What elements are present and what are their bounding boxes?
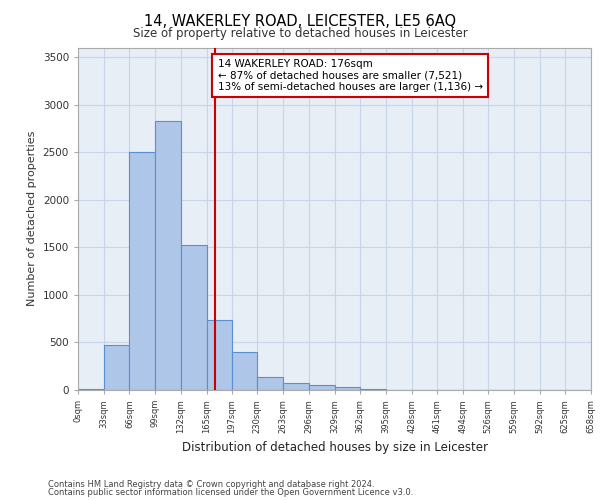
Text: Contains public sector information licensed under the Open Government Licence v3: Contains public sector information licen… — [48, 488, 413, 497]
Bar — [335, 387, 360, 390]
Bar — [155, 121, 181, 390]
Bar — [130, 152, 155, 390]
Text: Contains HM Land Registry data © Crown copyright and database right 2024.: Contains HM Land Registry data © Crown c… — [48, 480, 374, 489]
Bar — [104, 346, 130, 390]
Y-axis label: Number of detached properties: Number of detached properties — [27, 131, 37, 306]
Bar — [206, 320, 232, 390]
Bar — [360, 389, 386, 390]
Bar — [232, 352, 257, 390]
Text: 14, WAKERLEY ROAD, LEICESTER, LE5 6AQ: 14, WAKERLEY ROAD, LEICESTER, LE5 6AQ — [144, 14, 456, 29]
Text: Size of property relative to detached houses in Leicester: Size of property relative to detached ho… — [133, 28, 467, 40]
X-axis label: Distribution of detached houses by size in Leicester: Distribution of detached houses by size … — [182, 441, 487, 454]
Text: 14 WAKERLEY ROAD: 176sqm
← 87% of detached houses are smaller (7,521)
13% of sem: 14 WAKERLEY ROAD: 176sqm ← 87% of detach… — [218, 59, 482, 92]
Bar — [283, 384, 309, 390]
Bar — [257, 376, 283, 390]
Bar — [181, 246, 206, 390]
Bar — [78, 389, 104, 390]
Bar — [309, 385, 335, 390]
